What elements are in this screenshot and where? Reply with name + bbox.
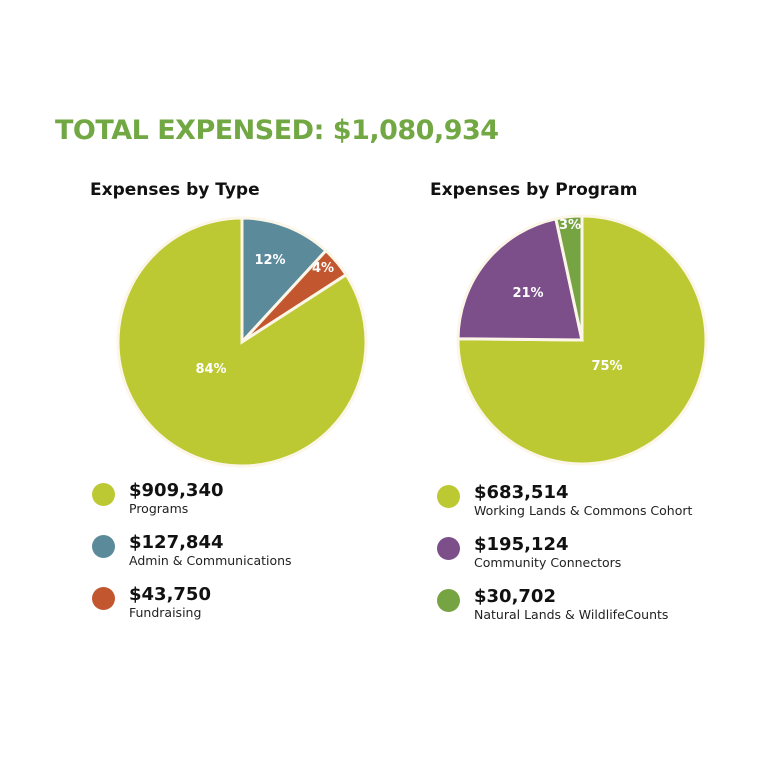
legend-swatch (437, 589, 460, 612)
legend-amount: $127,844 (129, 532, 224, 553)
legend-label: Working Lands & Commons Cohort (474, 503, 693, 518)
legend-item: $683,514 Working Lands & Commons Cohort (437, 483, 692, 518)
legend-item: $43,750 Fundraising (92, 585, 211, 620)
pie-percent-label: 84% (195, 362, 226, 377)
pie-percent-label: 4% (312, 261, 334, 276)
legend-item: $30,702 Natural Lands & WildlifeCounts (437, 587, 668, 622)
legend-amount: $909,340 (129, 480, 224, 501)
total-expensed-heading: TOTAL EXPENSED: $1,080,934 (55, 115, 499, 146)
pie-slice-working-lands-commons-cohort (456, 214, 708, 466)
legend-amount: $30,702 (474, 586, 556, 607)
legend-label: Admin & Communications (129, 553, 292, 568)
legend-swatch (437, 537, 460, 560)
pie-slice-admin-communications (240, 216, 329, 346)
pie-slice-community-connectors (456, 216, 584, 342)
chart-title-type: Expenses by Type (90, 180, 260, 200)
chart-title-program: Expenses by Program (430, 180, 638, 200)
pie-slice-natural-lands-wildlifecounts (554, 214, 584, 341)
legend-label: Programs (129, 501, 189, 516)
legend-item: $909,340 Programs (92, 481, 224, 516)
pie-percent-label: 3% (559, 218, 581, 233)
legend-swatch (92, 587, 115, 610)
pie-percent-label: 21% (512, 286, 543, 301)
legend-amount: $683,514 (474, 482, 569, 503)
legend-label: Community Connectors (474, 555, 622, 570)
legend-amount: $43,750 (129, 584, 211, 605)
legend-swatch (92, 483, 115, 506)
legend-amount: $195,124 (474, 534, 569, 555)
pie-slice-programs (116, 216, 368, 468)
legend-item: $127,844 Admin & Communications (92, 533, 292, 568)
legend-item: $195,124 Community Connectors (437, 535, 621, 570)
legend-label: Natural Lands & WildlifeCounts (474, 607, 669, 622)
legend-swatch (437, 485, 460, 508)
pie-percent-label: 75% (591, 359, 622, 374)
pie-percent-label: 12% (254, 253, 285, 268)
legend-swatch (92, 535, 115, 558)
legend-label: Fundraising (129, 605, 202, 620)
